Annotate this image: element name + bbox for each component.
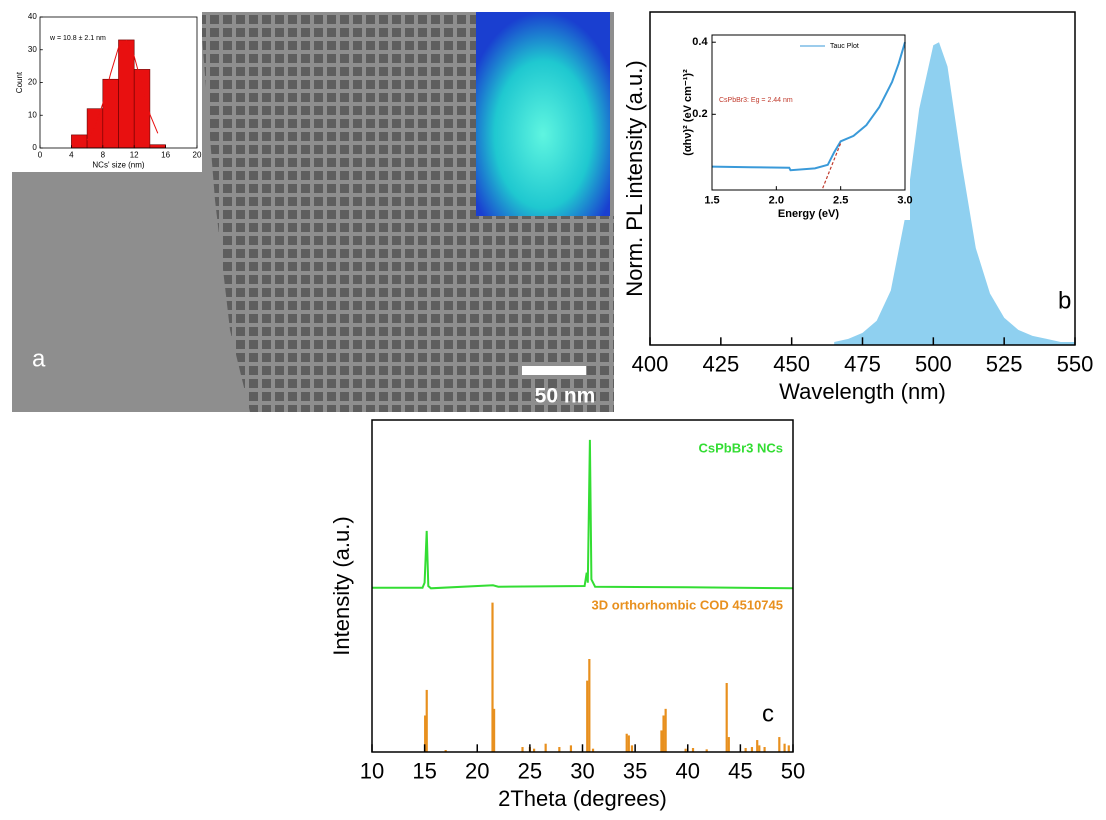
line — [372, 439, 794, 590]
line — [711, 41, 906, 172]
x-tick-label: 25 — [518, 759, 542, 784]
x-axis-label: 2Theta (degrees) — [498, 786, 667, 811]
panel-label: c — [762, 700, 774, 727]
y-tick-label: 40 — [28, 12, 37, 21]
x-tick-label: 30 — [570, 759, 594, 784]
bar — [86, 108, 104, 149]
bar — [71, 134, 88, 149]
x-tick-label: 525 — [986, 352, 1023, 377]
panel-label: a — [32, 345, 46, 372]
panel-label: b — [1058, 287, 1071, 314]
x-axis-label: Wavelength (nm) — [779, 379, 946, 404]
x-tick-label: 3.0 — [897, 194, 912, 206]
x-tick-label: 35 — [623, 759, 647, 784]
y-axis-label: Norm. PL intensity (a.u.) — [622, 60, 647, 296]
y-tick-label: 0.4 — [692, 36, 708, 48]
bar — [118, 39, 135, 149]
x-tick-label: 0 — [38, 151, 43, 160]
bar — [133, 69, 151, 149]
bar — [102, 78, 119, 149]
legend-label: Tauc Plot — [830, 43, 859, 50]
y-axis-label: (αhν)² (eV cm⁻¹)² — [682, 69, 694, 156]
x-tick-label: 2.5 — [833, 194, 848, 206]
x-tick-label: 550 — [1057, 352, 1094, 377]
y-tick-label: 0.2 — [692, 108, 707, 120]
x-tick-label: 20 — [193, 151, 202, 160]
x-tick-label: 4 — [69, 151, 74, 160]
area — [834, 42, 1075, 346]
nanocubes — [200, 12, 614, 412]
x-tick-label: 45 — [728, 759, 752, 784]
x-tick-label: 15 — [412, 759, 436, 784]
fit-line — [86, 39, 159, 141]
axes-frame — [711, 34, 906, 191]
scale-bar — [522, 366, 586, 375]
x-axis-label: NCs' size (nm) — [92, 161, 145, 170]
annotation: CsPbBr3: Eg = 2.44 nm — [719, 97, 793, 104]
annotation: w = 10.8 ± 2.1 nm — [49, 35, 106, 42]
series-label: CsPbBr3 NCs — [698, 440, 783, 455]
vial-photo — [476, 12, 610, 216]
x-tick-label: 475 — [844, 352, 881, 377]
x-tick-label: 40 — [676, 759, 700, 784]
x-tick-label: 50 — [781, 759, 805, 784]
tangent-line — [822, 142, 842, 189]
y-axis-label: Count — [15, 71, 24, 93]
x-tick-label: 1.5 — [704, 194, 719, 206]
y-tick-label: 30 — [28, 45, 37, 54]
x-tick-label: 16 — [161, 151, 170, 160]
x-tick-label: 20 — [465, 759, 489, 784]
x-tick-label: 8 — [101, 151, 106, 160]
y-tick-label: 10 — [28, 110, 37, 119]
inset-background — [692, 18, 910, 220]
bar — [149, 144, 166, 149]
x-axis-label: Energy (eV) — [778, 208, 839, 220]
y-axis-label: Intensity (a.u.) — [329, 516, 354, 655]
series-label: 3D orthorhombic COD 4510745 — [592, 597, 783, 612]
x-tick-label: 400 — [632, 352, 669, 377]
x-tick-label: 10 — [360, 759, 384, 784]
x-tick-label: 2.0 — [769, 194, 784, 206]
scale-bar-label: 50 nm — [535, 385, 596, 408]
x-tick-label: 500 — [915, 352, 952, 377]
x-tick-label: 12 — [130, 151, 139, 160]
y-tick-label: 20 — [28, 78, 37, 87]
y-tick-label: 0 — [32, 143, 37, 152]
x-tick-label: 450 — [773, 352, 810, 377]
x-tick-label: 425 — [702, 352, 739, 377]
